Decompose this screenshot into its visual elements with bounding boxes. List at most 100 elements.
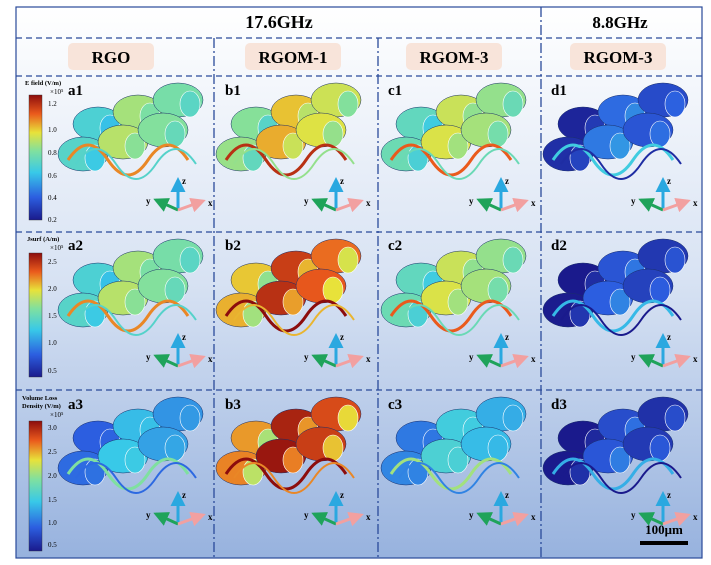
cylinder-cap xyxy=(322,120,344,148)
cylinder-cap xyxy=(322,434,344,462)
triad-x-arrow xyxy=(335,354,364,369)
triad-x-label: x xyxy=(693,354,698,364)
cylinder-cap xyxy=(337,246,359,274)
triad-y-label: y xyxy=(146,196,151,206)
panel-labels: a1 b1 c1 d1 a2 b2 c2 d2 a3 b3 c3 d3 xyxy=(68,83,567,413)
colorbar-tick: 0.5 xyxy=(48,541,57,549)
cylinder-cap xyxy=(609,446,631,474)
cylinder-cap xyxy=(447,288,469,316)
colorbar-gradient xyxy=(28,94,43,221)
triad-y-arrow xyxy=(153,354,179,368)
triad-y-label: y xyxy=(469,196,474,206)
panel-label: b2 xyxy=(225,238,241,254)
triad-x-arrow xyxy=(662,512,691,527)
wave-strip xyxy=(75,304,197,336)
cylinder-cap xyxy=(179,404,201,432)
triad-z-label: z xyxy=(505,332,509,342)
colorbar-exponent: ×10⁵ xyxy=(50,88,64,96)
triad-x-label: x xyxy=(693,198,698,208)
triad-x-label: x xyxy=(208,354,213,364)
triad-axes-icon: z y x xyxy=(304,176,371,213)
wave-strip xyxy=(233,148,355,180)
cylinder-cap xyxy=(664,246,686,274)
render-a2 xyxy=(57,238,204,336)
wave-strip xyxy=(551,299,675,333)
triad-x-label: x xyxy=(366,354,371,364)
column-pill-bg xyxy=(68,43,154,70)
wave-strip xyxy=(551,457,675,491)
cylinder-cap xyxy=(124,288,146,316)
colorbar-tick: 3.0 xyxy=(48,424,57,432)
wave-strip xyxy=(224,299,348,333)
triad-axes-icon: z y x xyxy=(146,176,213,213)
colorbar-title: Volume Loss xyxy=(22,395,58,402)
render-c3 xyxy=(380,396,527,494)
cylinder-cap xyxy=(282,132,304,160)
panel-label: d1 xyxy=(551,83,567,99)
wave-strip xyxy=(224,457,348,491)
colorbar-tick: 0.2 xyxy=(48,216,57,224)
triad-y-label: y xyxy=(304,510,309,520)
colorbar-tick: 2.0 xyxy=(48,472,57,480)
column-label: RGO xyxy=(92,48,131,67)
triad-z-label: z xyxy=(505,176,509,186)
triad-z-label: z xyxy=(182,490,186,500)
column-pill-bg xyxy=(406,43,502,70)
cylinder-cap xyxy=(447,446,469,474)
triad-x-arrow xyxy=(335,198,364,213)
column-pill-bg xyxy=(570,43,666,70)
cylinder-cap xyxy=(649,120,671,148)
wave-strip xyxy=(233,462,355,494)
cylinder-cap xyxy=(282,288,304,316)
triad-y-arrow xyxy=(153,198,179,212)
wave-strip xyxy=(75,462,197,494)
triad-x-arrow xyxy=(177,354,206,369)
triad-x-arrow xyxy=(500,198,529,213)
triad-x-label: x xyxy=(531,198,536,208)
triad-y-label: y xyxy=(469,510,474,520)
triad-axes-icon: z y x xyxy=(469,176,536,213)
triad-x-label: x xyxy=(366,198,371,208)
wave-strip xyxy=(560,462,682,494)
colorbar-tick: 0.4 xyxy=(48,194,57,202)
wave-strip xyxy=(560,148,682,180)
triad-z-label: z xyxy=(340,332,344,342)
column-label: RGOM-3 xyxy=(584,48,653,67)
cylinder-cap xyxy=(502,404,524,432)
render-d1 xyxy=(542,82,689,180)
colorbar-tick: 1.0 xyxy=(48,519,57,527)
cylinder-cap xyxy=(502,246,524,274)
colorbar-tick: 2.5 xyxy=(48,258,57,266)
panel-label: a2 xyxy=(68,238,83,254)
simulation-renders: z y x z y x z y x z y x z y x z y x z y x z y x z y x z y x z y x z y x xyxy=(57,82,698,527)
colorbar-title: Density (V/m) xyxy=(22,403,61,410)
triad-x-label: x xyxy=(531,354,536,364)
triad-x-label: x xyxy=(531,512,536,522)
cylinder-cap xyxy=(649,434,671,462)
colorbar-row1: E field (V/m) ×10⁵ 1.2 1.0 0.8 0.6 0.4 0… xyxy=(25,80,64,224)
cylinder-cap xyxy=(447,132,469,160)
colorbar-title: E field (V/m) xyxy=(25,80,61,87)
scale-bar-label: 100μm xyxy=(645,522,683,537)
triad-z-label: z xyxy=(182,332,186,342)
figure-frame xyxy=(15,6,703,559)
colorbar-exponent: ×10⁵ xyxy=(50,411,64,419)
triad-y-arrow xyxy=(311,512,337,526)
render-b1 xyxy=(215,82,362,180)
triad-x-arrow xyxy=(177,198,206,213)
wave-strip xyxy=(389,143,513,177)
triad-y-label: y xyxy=(304,352,309,362)
triad-z-label: z xyxy=(340,176,344,186)
column-pill-bg xyxy=(245,43,341,70)
cylinder-cap xyxy=(179,246,201,274)
triad-x-label: x xyxy=(693,512,698,522)
scale-bar-line xyxy=(640,541,688,545)
cylinder-cap xyxy=(609,132,631,160)
triad-y-arrow xyxy=(476,512,502,526)
triad-axes-icon: z y x xyxy=(304,332,371,369)
cylinder-cap xyxy=(337,90,359,118)
cylinder-cap xyxy=(487,434,509,462)
triad-y-arrow xyxy=(311,354,337,368)
cylinder-cap xyxy=(649,276,671,304)
